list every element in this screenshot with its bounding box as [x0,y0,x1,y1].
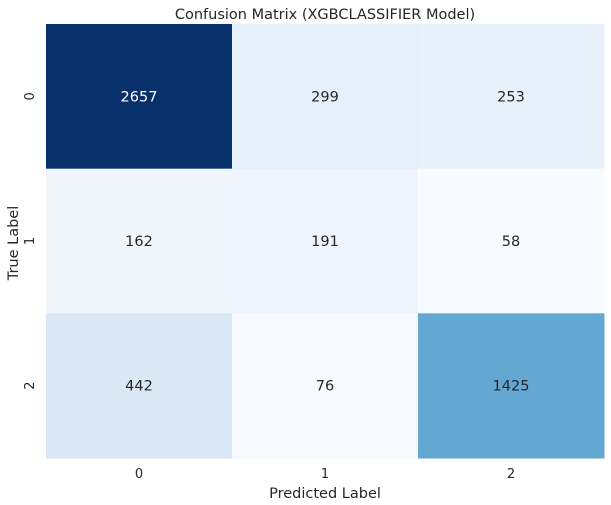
heatmap-cell [46,168,233,314]
y-tick-label: 0 [23,92,38,100]
heatmap-cell-value: 1425 [493,379,530,395]
heatmap-cell-value: 162 [125,234,153,250]
x-tick-label: 1 [321,467,329,482]
y-tick-label: 1 [23,237,38,245]
heatmap-cell-value: 191 [311,234,339,250]
heatmap-cells: 2657 299 253 162 191 58 442 76 1425 [46,24,605,459]
heatmap-cell [418,24,605,170]
y-axis-label: True Label [6,206,22,282]
y-tick-label: 2 [23,382,38,390]
x-axis-label: Predicted Label [269,486,381,502]
chart-title: Confusion Matrix (XGBCLASSIFIER Model) [175,7,475,23]
heatmap-cell-value: 76 [316,379,334,395]
y-tick-labels: 0 1 2 [23,92,38,390]
heatmap-cell [232,24,419,170]
heatmap-cell-value: 253 [497,89,525,105]
heatmap-cell [232,168,419,314]
heatmap-cell [418,168,605,314]
heatmap-cell-value: 58 [502,234,520,250]
x-tick-label: 0 [135,467,143,482]
heatmap-cell [418,313,605,459]
heatmap-cell-value: 2657 [121,89,158,105]
heatmap-cell [46,313,233,459]
heatmap-cell-value: 299 [311,89,339,105]
x-tick-labels: 0 1 2 [135,467,515,482]
heatmap-cell [46,24,233,170]
x-tick-label: 2 [507,467,515,482]
heatmap-cell-value: 442 [125,379,153,395]
heatmap-cell [232,313,419,459]
